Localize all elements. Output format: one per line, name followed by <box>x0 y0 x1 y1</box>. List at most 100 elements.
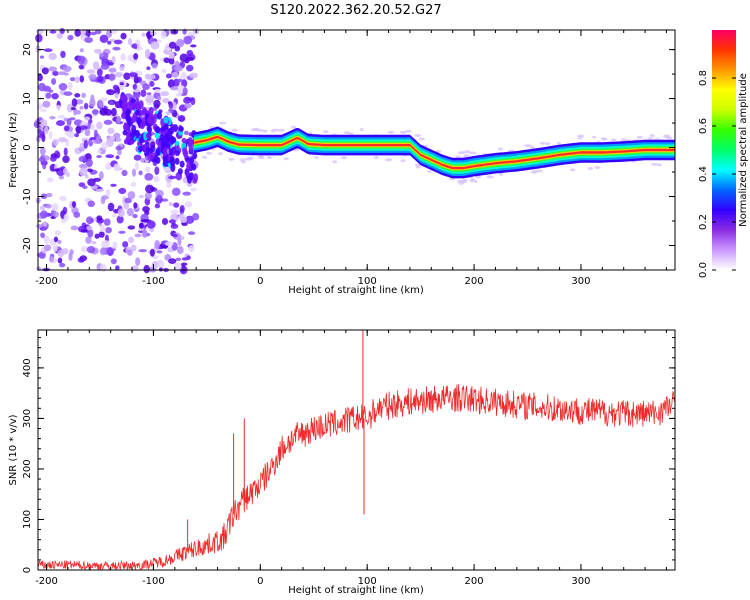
streak-blob <box>134 129 140 139</box>
ridge-halo <box>239 158 246 162</box>
streak-blob <box>125 113 131 123</box>
streak-blob <box>193 173 199 182</box>
noise-blob <box>98 52 105 58</box>
noise-blob <box>131 94 138 99</box>
ridge-halo <box>427 170 432 174</box>
ridge-halo <box>463 154 470 158</box>
noise-blob <box>149 80 155 87</box>
noise-blob <box>91 241 97 245</box>
noise-blob <box>80 229 88 233</box>
snr-axes: -200 -100 0 100 200 300 0 100 200 300 400 <box>22 330 675 587</box>
noise-blob <box>130 244 137 252</box>
noise-blob <box>46 177 54 183</box>
noise-blob <box>186 64 194 72</box>
noise-blob <box>134 161 139 171</box>
ridge-halo <box>663 134 671 138</box>
noise-blob <box>38 251 46 260</box>
noise-blob <box>180 71 188 81</box>
noise-blob <box>43 235 50 244</box>
snr-xtick-label: -200 <box>35 576 58 587</box>
noise-blob <box>73 211 81 218</box>
noise-blob <box>41 67 49 75</box>
streak-blob <box>178 126 184 132</box>
noise-blob <box>140 89 147 97</box>
streak-blob <box>162 147 168 156</box>
noise-blob <box>83 139 88 149</box>
noise-blob <box>110 183 117 187</box>
noise-blob <box>138 222 144 229</box>
noise-blob <box>70 225 79 231</box>
ridge-halo <box>217 152 224 156</box>
noise-blob <box>136 43 142 50</box>
streak-blob <box>191 163 197 171</box>
ridge-halo <box>218 121 227 125</box>
streak-blob <box>187 174 193 184</box>
noise-blob <box>40 232 45 238</box>
noise-blob <box>48 130 53 140</box>
ridge-halo <box>231 128 239 132</box>
snr-xtick-label: 300 <box>571 576 590 587</box>
noise-blob <box>58 137 67 143</box>
noise-blob <box>165 111 171 116</box>
noise-blob <box>157 260 165 268</box>
noise-blob <box>57 239 62 245</box>
noise-blob <box>188 244 195 253</box>
noise-blob <box>133 53 139 60</box>
ridge-halo <box>649 134 655 138</box>
noise-blob <box>38 156 46 163</box>
noise-blob <box>115 265 120 271</box>
snr-ytick-label: 100 <box>22 510 33 529</box>
ridge-halo <box>340 156 348 160</box>
noise-blob <box>183 35 193 45</box>
noise-blob <box>57 249 65 258</box>
streak-blob <box>137 145 143 153</box>
noise-blob <box>182 87 188 96</box>
spec-xtick-label: 100 <box>358 276 377 287</box>
noise-blob <box>56 104 61 112</box>
streak-blob <box>123 122 129 131</box>
noise-blob <box>113 163 121 172</box>
noise-blob <box>156 250 163 254</box>
noise-blob <box>176 245 184 255</box>
noise-blob <box>74 28 81 37</box>
streak-blob <box>131 124 137 134</box>
noise-blob <box>168 41 177 49</box>
noise-blob <box>172 233 178 238</box>
noise-blob <box>174 262 182 271</box>
streak-blob <box>141 106 147 116</box>
noise-blob <box>39 55 45 59</box>
noise-blob <box>181 222 188 227</box>
snr-series-line <box>37 384 676 571</box>
snr-panel: -200 -100 0 100 200 300 0 100 200 300 400 Height o… <box>8 329 676 596</box>
noise-blob <box>84 37 94 43</box>
streak-blob <box>164 134 170 144</box>
ridge-halo <box>576 134 585 138</box>
ridge-halo <box>322 130 329 134</box>
noise-blob <box>114 71 124 78</box>
noise-blob <box>86 245 96 254</box>
noise-blob <box>115 137 122 143</box>
ridge-halo <box>348 132 354 136</box>
ridge-halo <box>651 162 659 166</box>
noise-blob <box>97 149 102 154</box>
streak-blob <box>148 106 154 115</box>
noise-blob <box>190 187 197 192</box>
noise-blob <box>170 223 179 229</box>
noise-blob <box>36 224 43 228</box>
noise-blob <box>144 73 150 80</box>
noise-blob <box>107 202 115 212</box>
noise-blob <box>81 92 87 99</box>
noise-blob <box>175 257 182 261</box>
noise-blob <box>51 77 57 85</box>
noise-blob <box>79 105 84 110</box>
streak-blob <box>155 147 161 156</box>
noise-blob <box>42 163 47 170</box>
noise-blob <box>78 155 87 163</box>
noise-blob <box>135 39 141 45</box>
snr-xtick-label: 0 <box>257 576 263 587</box>
ridge-halo <box>539 141 547 145</box>
noise-blob <box>179 205 185 213</box>
noise-blob <box>113 132 121 139</box>
streak-blob <box>188 143 194 153</box>
